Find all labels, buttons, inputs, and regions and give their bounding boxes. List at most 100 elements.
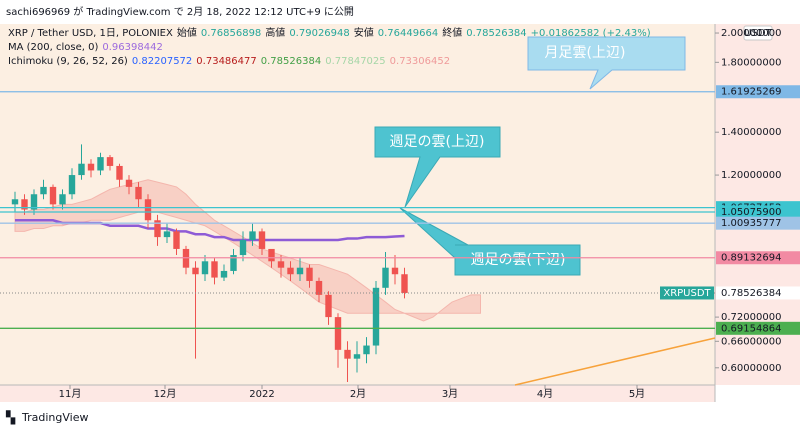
legend-text: 0.82207572 xyxy=(132,56,192,67)
candle xyxy=(40,179,47,200)
candle xyxy=(49,184,57,210)
candle-body xyxy=(382,267,389,288)
candle-body xyxy=(201,261,209,275)
candle-body xyxy=(87,163,95,171)
annotation: 月足雲(上辺) xyxy=(545,45,626,61)
legend-text: 0.79026948 xyxy=(289,28,349,39)
candle-body xyxy=(268,248,275,262)
candle xyxy=(211,258,218,285)
candle xyxy=(306,264,313,288)
candle-body xyxy=(30,194,38,210)
annotation: 週足の雲(上辺) xyxy=(390,134,485,150)
candle-body xyxy=(258,231,266,249)
candle-body xyxy=(277,261,285,268)
candle xyxy=(230,248,237,275)
candle xyxy=(239,231,247,262)
candle xyxy=(125,175,133,195)
callout: 週足の雲(上辺) xyxy=(374,126,501,208)
ichimoku-cloud xyxy=(14,179,481,322)
candle-body xyxy=(173,231,180,249)
annotation: 週足の雲(下辺) xyxy=(471,252,566,268)
candle-body xyxy=(163,231,171,238)
level-label: 1.61925269 xyxy=(721,87,781,98)
candle-body xyxy=(40,186,47,195)
header: sachi696969 が TradingView.com で 2月 18, 2… xyxy=(6,5,354,18)
legend-text: 0.76449664 xyxy=(378,28,438,39)
candle xyxy=(325,291,332,325)
x-tick-label: 2022 xyxy=(249,389,274,400)
candle xyxy=(401,267,408,299)
candle xyxy=(249,222,256,246)
candle-body xyxy=(315,280,323,295)
candle-body xyxy=(249,231,256,241)
legend-text: 高値 xyxy=(265,26,285,39)
legend-text: MA (200, close, 0) xyxy=(8,42,98,53)
symbol-label: XRPUSDT xyxy=(663,288,711,299)
y-tick-label: 0.66000000 xyxy=(721,336,781,347)
candle xyxy=(220,264,228,281)
candle xyxy=(68,168,76,200)
candle xyxy=(344,341,351,383)
candle-body xyxy=(78,163,85,176)
candle-body xyxy=(125,179,133,187)
candle-body xyxy=(97,157,104,171)
legend-text: 0.76856898 xyxy=(201,28,261,39)
legend-text: 0.78526384 xyxy=(466,28,526,39)
legend-text: 終値 xyxy=(442,26,462,39)
candle-body xyxy=(192,267,199,275)
candle xyxy=(106,154,114,171)
candle-body xyxy=(211,261,218,278)
candle-body xyxy=(68,175,76,195)
x-tick-label: 12月 xyxy=(154,388,177,400)
level-label: 0.89132694 xyxy=(721,253,781,264)
legend-row: MA (200, close, 0) 0.96398442 xyxy=(8,42,163,53)
x-tick-label: 4月 xyxy=(537,388,553,400)
x-tick-label: 11月 xyxy=(59,388,82,400)
candle-body xyxy=(363,345,370,355)
candle xyxy=(30,189,38,215)
candle xyxy=(353,341,361,373)
legend-text: 安値 xyxy=(354,26,374,39)
candle-body xyxy=(220,270,228,278)
legend-text: Ichimoku (9, 26, 52, 26) xyxy=(8,56,128,67)
candle-body xyxy=(59,194,66,205)
level-label-box xyxy=(716,321,800,335)
candle-body xyxy=(325,294,332,318)
candle-body xyxy=(106,157,114,166)
legend-text: 0.78526384 xyxy=(261,56,321,67)
candle-body xyxy=(116,165,123,180)
candle-body xyxy=(334,317,342,350)
callout-box xyxy=(527,36,686,90)
last-price-label: 0.78526384 xyxy=(721,288,781,299)
candle xyxy=(116,163,123,187)
candle-body xyxy=(306,267,313,281)
candle xyxy=(135,182,142,207)
candle xyxy=(154,214,161,246)
symbol-box xyxy=(660,286,714,300)
legend-text: 始値 xyxy=(177,26,197,39)
candle xyxy=(277,255,285,278)
candle xyxy=(391,255,399,285)
candle xyxy=(87,159,95,178)
candle xyxy=(201,255,209,281)
last-price-box xyxy=(716,286,800,300)
candle xyxy=(296,258,304,281)
x-tick-label: 2月 xyxy=(350,388,366,400)
currency-box xyxy=(743,25,773,41)
legend-text: 0.96398442 xyxy=(102,42,162,53)
y-tick-label: 2.00000000 xyxy=(721,28,781,39)
y-tick-label: 1.80000000 xyxy=(721,57,781,68)
y-tick-label: 1.20000000 xyxy=(721,170,781,181)
candle-body xyxy=(49,186,57,205)
footer: TradingView xyxy=(21,411,88,424)
level-label-box xyxy=(716,251,800,265)
candle-body xyxy=(344,349,351,359)
candle xyxy=(192,261,199,359)
candle xyxy=(258,228,266,256)
level-label: 1.00935777 xyxy=(721,218,781,229)
level-label-box xyxy=(716,205,800,219)
logo-mark: ▚ xyxy=(5,410,16,425)
legend-text: 0.73486477 xyxy=(196,56,256,67)
callout-box xyxy=(374,126,501,208)
